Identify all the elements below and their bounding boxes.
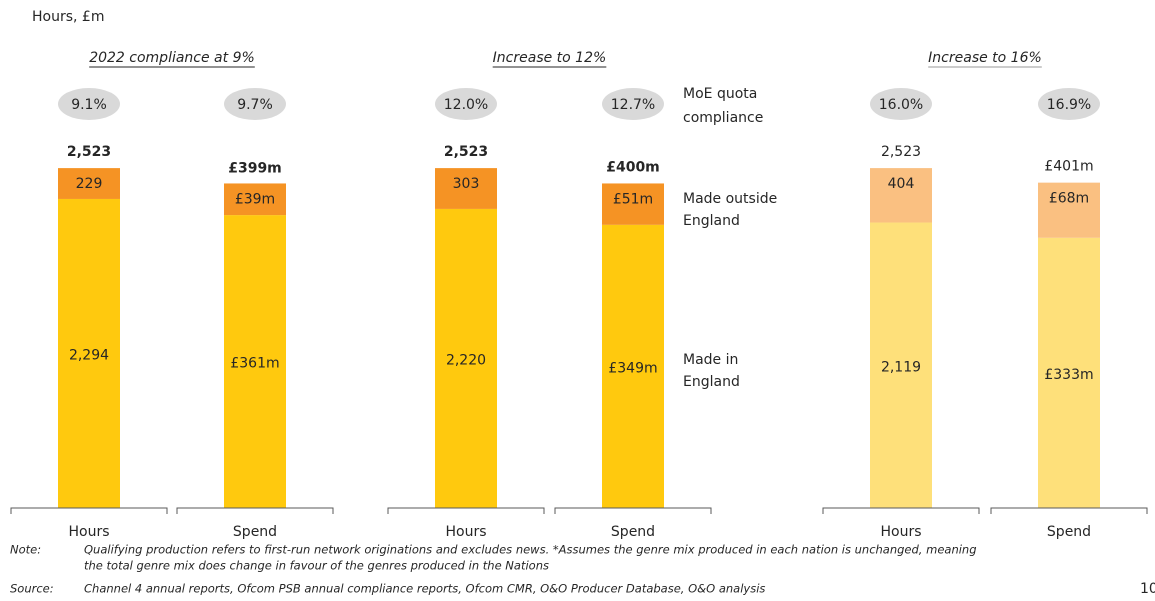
source-label: Source: bbox=[10, 582, 54, 596]
x-tick-label: Hours bbox=[68, 524, 109, 540]
segment-label: £361m bbox=[230, 356, 279, 372]
segment-label: 303 bbox=[453, 176, 480, 192]
segment-label: 404 bbox=[888, 176, 915, 192]
bar-segment bbox=[602, 224, 664, 508]
segment-label: £349m bbox=[608, 360, 657, 376]
legend-label: England bbox=[683, 374, 740, 390]
axis-line bbox=[10, 507, 168, 514]
segment-label: £333m bbox=[1044, 367, 1093, 383]
legend-label: England bbox=[683, 213, 740, 229]
legend-label: Made in bbox=[683, 352, 738, 368]
total-label: 2,523 bbox=[444, 144, 488, 160]
compliance-label: 16.0% bbox=[879, 97, 923, 113]
page-number: 10 bbox=[1140, 581, 1155, 597]
panel-title: 2022 compliance at 9% bbox=[89, 50, 255, 66]
legend-label: Made outside bbox=[683, 191, 777, 207]
axis-line bbox=[176, 507, 334, 514]
compliance-label: 9.1% bbox=[71, 97, 107, 113]
segment-label: £39m bbox=[235, 191, 275, 207]
segment-label: 2,294 bbox=[69, 347, 109, 363]
segment-label: £51m bbox=[613, 191, 653, 207]
bar-segment bbox=[1038, 237, 1100, 508]
x-tick-label: Hours bbox=[445, 524, 486, 540]
x-tick-label: Spend bbox=[1047, 524, 1091, 540]
legend-label: MoE quota bbox=[683, 86, 757, 102]
x-tick-label: Spend bbox=[233, 524, 277, 540]
bar-segment bbox=[1038, 182, 1100, 238]
total-label: 2,523 bbox=[67, 144, 111, 160]
compliance-label: 16.9% bbox=[1047, 97, 1091, 113]
axis-line bbox=[387, 507, 545, 514]
compliance-label: 12.7% bbox=[611, 97, 655, 113]
x-tick-label: Spend bbox=[611, 524, 655, 540]
compliance-badge bbox=[602, 88, 664, 120]
compliance-label: 9.7% bbox=[237, 97, 273, 113]
bar-segment bbox=[870, 168, 932, 223]
bar-segment bbox=[58, 168, 120, 199]
bar-segment bbox=[435, 208, 497, 509]
axis-line bbox=[554, 507, 712, 514]
note-label: Note: bbox=[10, 543, 41, 557]
axis-line bbox=[822, 507, 980, 514]
bar-segment bbox=[58, 198, 120, 509]
compliance-label: 12.0% bbox=[444, 97, 488, 113]
total-label: £400m bbox=[606, 159, 660, 175]
compliance-badge bbox=[58, 88, 120, 120]
panel-title: Increase to 12% bbox=[493, 50, 607, 66]
legend-label: compliance bbox=[683, 110, 763, 126]
bar-segment bbox=[435, 168, 497, 209]
compliance-badge bbox=[435, 88, 497, 120]
note-text: Qualifying production refers to first-ru… bbox=[84, 543, 977, 557]
total-label: £401m bbox=[1044, 159, 1093, 175]
segment-label: 2,220 bbox=[446, 352, 486, 368]
compliance-badge bbox=[224, 88, 286, 120]
x-tick-label: Hours bbox=[880, 524, 921, 540]
segment-label: 2,119 bbox=[881, 359, 921, 375]
compliance-badge bbox=[1038, 88, 1100, 120]
segment-label: £68m bbox=[1049, 191, 1089, 207]
segment-label: 229 bbox=[76, 176, 103, 192]
axis-line bbox=[990, 507, 1148, 514]
unit-label: Hours, £m bbox=[32, 9, 104, 25]
note-text: the total genre mix does change in favou… bbox=[84, 559, 549, 573]
bar-segment bbox=[224, 183, 286, 216]
compliance-badge bbox=[870, 88, 932, 120]
total-label: 2,523 bbox=[881, 144, 921, 160]
source-text: Channel 4 annual reports, Ofcom PSB annu… bbox=[84, 582, 765, 596]
bar-segment bbox=[224, 215, 286, 509]
total-label: £399m bbox=[228, 160, 282, 176]
bar-segment bbox=[602, 183, 664, 225]
bar-segment bbox=[870, 222, 932, 508]
panel-title: Increase to 16% bbox=[928, 50, 1042, 66]
